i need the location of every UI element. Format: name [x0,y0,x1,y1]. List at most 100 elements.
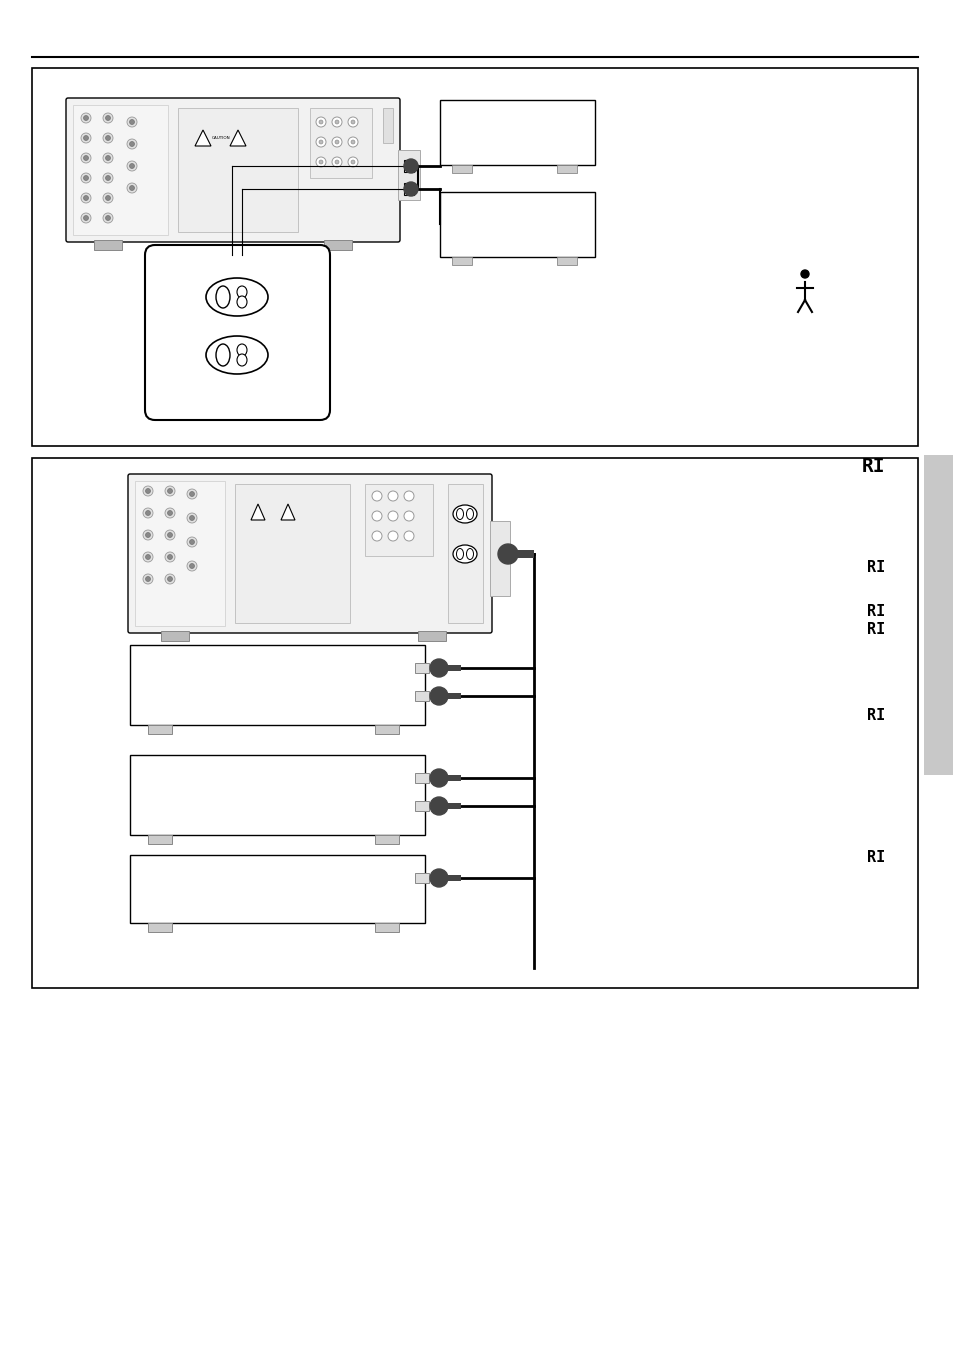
Circle shape [372,531,381,540]
Circle shape [372,511,381,521]
Circle shape [84,155,89,161]
Circle shape [403,159,417,173]
FancyBboxPatch shape [452,165,472,173]
Circle shape [81,113,91,123]
Circle shape [332,118,341,127]
FancyBboxPatch shape [130,644,424,725]
FancyBboxPatch shape [375,835,398,844]
FancyBboxPatch shape [447,665,460,671]
Text: RI: RI [866,623,884,638]
Circle shape [168,577,172,581]
Circle shape [81,193,91,203]
Circle shape [187,561,196,571]
FancyBboxPatch shape [557,257,577,265]
Circle shape [81,132,91,143]
Circle shape [84,115,89,120]
Circle shape [403,182,417,196]
Circle shape [103,213,112,223]
FancyBboxPatch shape [447,775,460,781]
FancyBboxPatch shape [557,165,577,173]
FancyBboxPatch shape [178,108,297,232]
Ellipse shape [456,549,463,559]
FancyBboxPatch shape [415,773,429,784]
FancyBboxPatch shape [148,923,172,932]
FancyBboxPatch shape [415,801,429,811]
FancyBboxPatch shape [516,550,534,558]
Circle shape [315,157,326,168]
FancyBboxPatch shape [68,100,397,240]
Text: RI: RI [866,708,884,723]
Circle shape [146,577,151,581]
FancyBboxPatch shape [375,725,398,734]
Circle shape [146,532,151,538]
Circle shape [103,173,112,182]
FancyBboxPatch shape [66,99,399,242]
FancyBboxPatch shape [415,663,429,673]
Ellipse shape [453,544,476,563]
FancyBboxPatch shape [923,455,953,775]
Ellipse shape [456,508,463,520]
Circle shape [165,574,174,584]
Circle shape [190,563,194,569]
Circle shape [351,141,355,145]
FancyBboxPatch shape [415,690,429,701]
Ellipse shape [215,286,230,308]
Circle shape [84,176,89,181]
Circle shape [103,153,112,163]
Circle shape [430,797,448,815]
FancyBboxPatch shape [417,631,446,640]
Circle shape [143,486,152,496]
Polygon shape [251,504,265,520]
Circle shape [165,553,174,562]
Circle shape [430,659,448,677]
Circle shape [430,769,448,788]
Circle shape [388,531,397,540]
Circle shape [168,554,172,559]
Circle shape [146,489,151,493]
FancyBboxPatch shape [130,755,424,835]
Text: RI: RI [861,458,884,477]
FancyBboxPatch shape [397,150,419,200]
Ellipse shape [466,508,473,520]
FancyBboxPatch shape [310,108,372,178]
Circle shape [388,511,397,521]
FancyBboxPatch shape [375,923,398,932]
Circle shape [318,159,323,163]
Circle shape [335,141,338,145]
Circle shape [143,553,152,562]
Circle shape [130,163,134,169]
Circle shape [190,539,194,544]
Text: CAUTION: CAUTION [212,136,230,141]
Text: RI: RI [866,604,884,620]
Circle shape [318,120,323,124]
FancyBboxPatch shape [382,108,393,143]
Circle shape [403,531,414,540]
Circle shape [403,511,414,521]
Ellipse shape [206,336,268,374]
Circle shape [372,490,381,501]
Circle shape [168,532,172,538]
Circle shape [430,688,448,705]
Circle shape [801,270,808,278]
Circle shape [143,574,152,584]
Circle shape [315,136,326,147]
Circle shape [190,492,194,497]
Circle shape [143,508,152,517]
FancyBboxPatch shape [365,484,433,557]
Circle shape [84,196,89,200]
FancyBboxPatch shape [447,875,460,881]
FancyBboxPatch shape [130,855,424,923]
Circle shape [335,120,338,124]
Circle shape [127,118,137,127]
FancyBboxPatch shape [448,484,482,623]
Circle shape [103,113,112,123]
FancyBboxPatch shape [452,257,472,265]
Ellipse shape [206,278,268,316]
Polygon shape [230,130,246,146]
FancyBboxPatch shape [32,458,917,988]
Circle shape [348,136,357,147]
Circle shape [165,486,174,496]
Ellipse shape [236,286,247,299]
Circle shape [81,173,91,182]
Circle shape [106,176,111,181]
